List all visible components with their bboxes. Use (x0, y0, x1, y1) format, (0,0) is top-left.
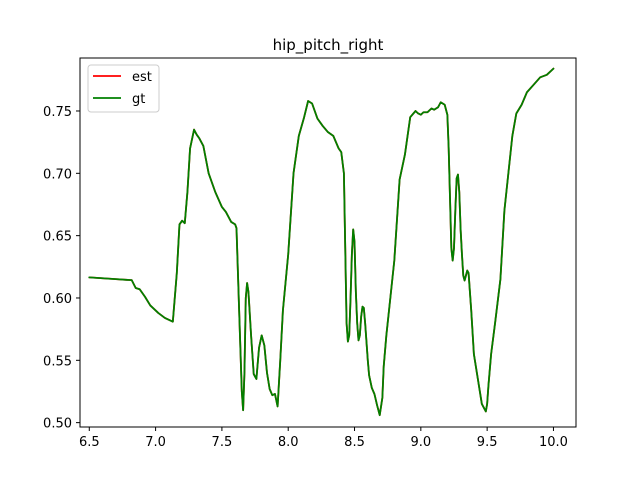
x-tick-label: 10.0 (539, 435, 568, 450)
y-tick-label: 0.50 (43, 417, 72, 432)
x-tick-label: 7.0 (145, 435, 166, 450)
x-tick-label: 7.5 (212, 435, 233, 450)
chart-title: hip_pitch_right (273, 36, 384, 55)
x-tick-label: 6.5 (79, 435, 100, 450)
x-tick-label: 9.5 (477, 435, 498, 450)
y-tick-label: 0.70 (43, 167, 72, 182)
y-tick-label: 0.65 (43, 230, 72, 245)
x-tick-label: 8.5 (344, 435, 365, 450)
legend: est gt (88, 65, 159, 112)
x-tick-label: 8.0 (278, 435, 299, 450)
y-tick-label: 0.75 (43, 105, 72, 120)
legend-label-est: est (132, 70, 152, 85)
x-tick-label: 9.0 (410, 435, 431, 450)
y-tick-label: 0.60 (43, 292, 72, 307)
y-tick-label: 0.55 (43, 354, 72, 369)
legend-label-gt: gt (132, 92, 145, 107)
